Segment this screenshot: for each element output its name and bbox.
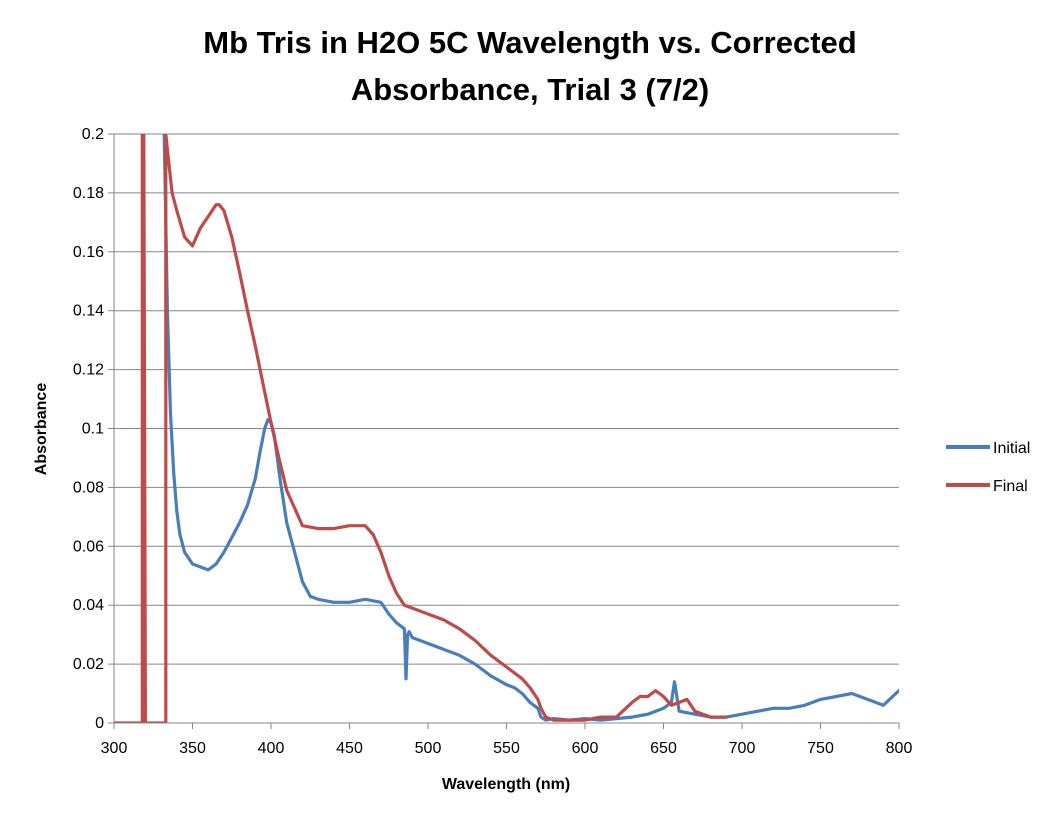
x-axis-label: Wavelength (nm) <box>442 776 570 793</box>
series-line-initial <box>162 134 899 722</box>
x-tick-label-2: 400 <box>258 740 285 757</box>
x-tick-label-3: 450 <box>336 740 363 757</box>
y-tick-label-4: 0.08 <box>73 479 104 496</box>
series-line-final <box>114 134 728 723</box>
x-tick-label-10: 800 <box>886 740 913 757</box>
chart-title-line-1: Mb Tris in H2O 5C Wavelength vs. Correct… <box>203 25 856 60</box>
legend-label-final: Final <box>993 478 1028 495</box>
x-tick-label-4: 500 <box>415 740 442 757</box>
plot-series <box>114 134 899 723</box>
y-tick-label-8: 0.16 <box>73 244 104 261</box>
y-axis-label: Absorbance <box>33 383 50 476</box>
y-tick-label-5: 0.1 <box>82 421 104 438</box>
y-tick-label-3: 0.06 <box>73 538 104 555</box>
y-axis-ticks: 0 0.02 0.04 0.06 0.08 0.1 0.12 0.14 0.16 0.18 0.2 <box>73 126 114 732</box>
x-tick-label-0: 300 <box>101 740 128 757</box>
chart-title-line-2: Absorbance, Trial 3 (7/2) <box>351 72 709 107</box>
y-tick-label-0: 0 <box>95 715 104 732</box>
y-tick-label-1: 0.02 <box>73 656 104 673</box>
x-tick-label-7: 650 <box>650 740 677 757</box>
y-tick-label-9: 0.18 <box>73 185 104 202</box>
y-tick-label-6: 0.12 <box>73 362 104 379</box>
x-axis-ticks: 300 350 400 450 500 550 600 650 700 750 800 <box>101 723 913 757</box>
x-tick-label-9: 750 <box>807 740 834 757</box>
y-tick-label-2: 0.04 <box>73 597 104 614</box>
y-tick-label-7: 0.14 <box>73 303 104 320</box>
gridlines <box>114 133 899 665</box>
x-tick-label-6: 600 <box>572 740 599 757</box>
x-tick-label-5: 550 <box>493 740 520 757</box>
y-tick-label-10: 0.2 <box>82 126 104 143</box>
x-tick-label-8: 700 <box>729 740 756 757</box>
x-tick-label-1: 350 <box>179 740 206 757</box>
legend: Initial Final <box>946 440 1030 495</box>
legend-label-initial: Initial <box>993 440 1030 457</box>
